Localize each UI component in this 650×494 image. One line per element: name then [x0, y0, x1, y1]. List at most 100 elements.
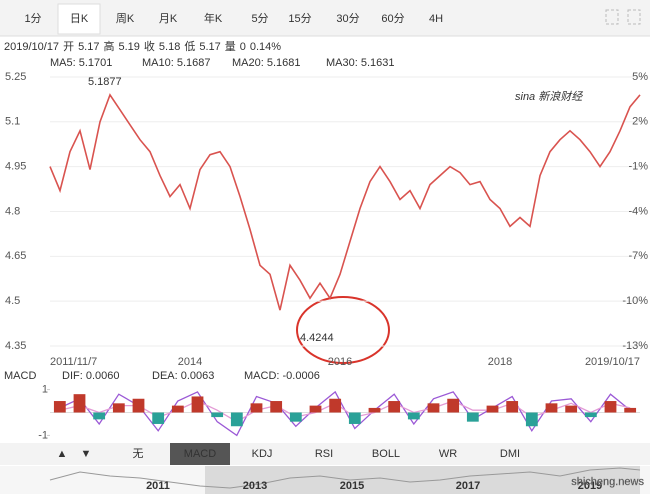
macd-bar [191, 396, 204, 413]
indicator-tab[interactable]: BOLL [372, 448, 400, 460]
macd-title: MACD [4, 370, 36, 382]
tab[interactable]: 1分 [24, 12, 41, 25]
macd-bar [289, 412, 302, 422]
macd-line [59, 390, 631, 437]
y2-tick-label: -7% [628, 250, 648, 262]
navigator-line [49, 467, 641, 489]
macd-bar [93, 412, 106, 420]
indicator-tab[interactable]: ▼ [81, 448, 92, 460]
tab-bar [0, 0, 650, 36]
macd-bar [211, 412, 224, 418]
macd-bar [112, 403, 125, 413]
x-tick-label: 2016 [328, 356, 352, 368]
info-item: 5.18 [159, 41, 180, 53]
macd-bar [506, 401, 519, 413]
macd-bar [309, 405, 322, 413]
macd-legend: DEA: 0.0063 [152, 370, 214, 382]
info-item: 5.17 [78, 41, 99, 53]
tab[interactable]: 日K [70, 13, 89, 25]
y-tick-label: 5.25 [5, 71, 26, 83]
macd-bar [348, 412, 361, 424]
ma-legend: MA30: 5.1631 [326, 57, 395, 69]
tab-selected-bg [170, 443, 230, 465]
annotation: 5.1877 [88, 76, 122, 88]
macd-bar [388, 401, 401, 413]
tab-selected-bg [57, 3, 101, 35]
macd-bar [447, 398, 460, 413]
navigator-label: 2017 [456, 480, 480, 492]
ma-legend: MA20: 5.1681 [232, 57, 301, 69]
x-tick-label: 2014 [178, 356, 202, 368]
y-tick-label: 4.95 [5, 161, 26, 173]
indicator-tab[interactable]: DMI [500, 448, 520, 460]
icon[interactable] [627, 9, 641, 25]
y2-tick-label: -1% [628, 161, 648, 173]
info-item: 量 [225, 40, 236, 53]
tab[interactable]: 30分 [336, 12, 359, 25]
macd-legend: MACD: -0.0006 [244, 370, 320, 382]
tab[interactable]: 周K [116, 12, 135, 25]
macd-bar [565, 405, 578, 413]
macd-bar [368, 407, 381, 413]
info-item: 2019/10/17 [4, 41, 59, 53]
macd-bar [466, 412, 479, 422]
y2-tick-label: -4% [628, 205, 648, 217]
indicator-tab[interactable]: ▲ [57, 448, 68, 460]
macd-bar [132, 398, 145, 413]
y2-tick-label: -10% [622, 295, 648, 307]
y2-tick-label: 5% [632, 71, 648, 83]
logo: sina 新浪财经 [515, 90, 583, 103]
macd-bar [624, 407, 637, 413]
macd-bar [604, 401, 617, 413]
watermark: shicheng.news [571, 476, 644, 488]
y-tick-label: 4.8 [5, 205, 20, 217]
macd-bar [525, 412, 538, 427]
tab[interactable]: 5分 [251, 12, 268, 25]
info-item: 5.17 [199, 41, 220, 53]
indicator-bar [0, 443, 650, 465]
macd-bar [270, 401, 283, 413]
info-item: 高 [103, 39, 114, 53]
y-tick-label: 4.5 [5, 295, 20, 307]
tab[interactable]: 15分 [288, 12, 311, 25]
indicator-tab[interactable]: 无 [133, 448, 144, 460]
x-tick-label: 2018 [488, 356, 512, 368]
info-item: 0.14% [250, 41, 281, 53]
macd-bar [545, 403, 558, 413]
macd-legend: DIF: 0.0060 [62, 370, 119, 382]
annotation: 4.4244 [300, 332, 334, 344]
macd-bar [584, 412, 597, 418]
info-item: 0 [240, 41, 246, 53]
macd-bar [407, 412, 420, 420]
indicator-tab[interactable]: WR [439, 448, 457, 460]
ma-legend: MA5: 5.1701 [50, 57, 112, 69]
y-tick-label: 4.65 [5, 250, 26, 262]
macd-bar [486, 405, 499, 413]
indicator-tab[interactable]: KDJ [252, 448, 273, 460]
tab[interactable]: 年K [204, 11, 223, 25]
highlight-circle [296, 296, 390, 364]
macd-bar [73, 394, 86, 413]
x-tick-label: 2019/10/17 [585, 356, 640, 368]
indicator-tab[interactable]: MACD [184, 448, 216, 460]
y-tick-label: 1 [42, 383, 48, 395]
navigator-label: 2015 [340, 480, 364, 492]
y-tick-label: 4.35 [5, 340, 26, 352]
y2-tick-label: -13% [622, 340, 648, 352]
macd-bar [230, 412, 243, 427]
tab[interactable]: 月K [159, 13, 178, 25]
navigator-label: 2019 [578, 480, 602, 492]
info-item: 开 [63, 41, 74, 53]
macd-bar [250, 403, 263, 413]
macd-bar [152, 412, 165, 424]
tab[interactable]: 60分 [381, 12, 404, 25]
indicator-tab[interactable]: RSI [315, 448, 333, 460]
macd-bar [329, 398, 342, 413]
info-item: 5.19 [118, 41, 139, 53]
icon[interactable] [605, 9, 619, 25]
tab[interactable]: 4H [429, 13, 443, 25]
y-tick-label: 5.1 [5, 116, 20, 128]
navigator-label: 2013 [243, 480, 267, 492]
